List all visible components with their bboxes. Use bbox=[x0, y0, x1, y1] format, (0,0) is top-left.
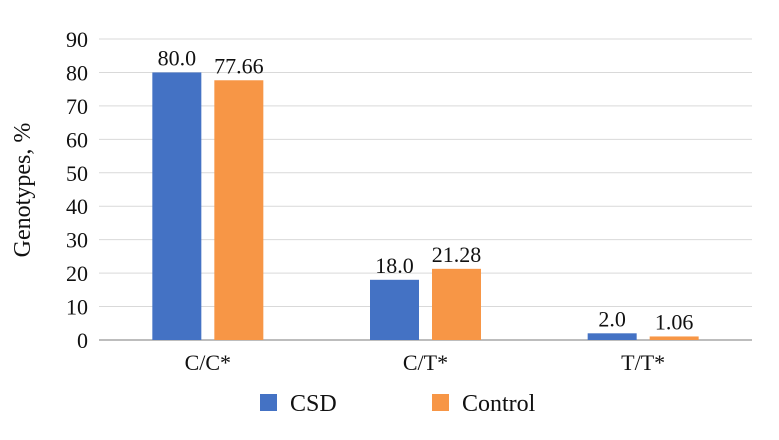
bar-csd bbox=[587, 333, 637, 340]
legend-label: CSD bbox=[290, 391, 337, 417]
y-axis-label: Genotypes, % bbox=[10, 123, 36, 258]
y-tick-label: 30 bbox=[66, 228, 88, 253]
x-tick-label: C/T* bbox=[403, 350, 448, 375]
legend-swatch-csd bbox=[260, 394, 277, 411]
y-tick-label: 10 bbox=[66, 295, 88, 320]
data-label: 80.0 bbox=[158, 45, 197, 70]
y-tick-label: 90 bbox=[66, 27, 88, 52]
y-tick-label: 50 bbox=[66, 161, 88, 186]
y-tick-label: 60 bbox=[66, 127, 88, 152]
bar-csd bbox=[370, 279, 419, 340]
bar-csd bbox=[152, 72, 202, 340]
bar-control bbox=[432, 268, 481, 340]
data-label: 2.0 bbox=[598, 306, 626, 331]
x-tick-label: T/T* bbox=[621, 350, 665, 375]
y-tick-label: 40 bbox=[66, 194, 88, 219]
legend: CSD Control bbox=[260, 391, 536, 417]
y-tick-label: 0 bbox=[77, 328, 88, 353]
y-tick-labels: 0 10 20 30 40 50 60 70 80 90 bbox=[66, 27, 88, 353]
y-tick-label: 70 bbox=[66, 94, 88, 119]
legend-label: Control bbox=[462, 391, 536, 417]
legend-swatch-control bbox=[432, 394, 449, 411]
y-tick-label: 20 bbox=[66, 261, 88, 286]
x-tick-label: C/C* bbox=[185, 350, 231, 375]
data-label: 21.28 bbox=[432, 242, 482, 267]
x-tick-labels: C/C* C/T* T/T* bbox=[185, 350, 666, 375]
y-tick-label: 80 bbox=[66, 60, 88, 85]
data-label: 77.66 bbox=[214, 53, 264, 78]
data-label: 1.06 bbox=[655, 309, 694, 334]
gridlines bbox=[99, 38, 752, 341]
bar-control bbox=[649, 336, 699, 340]
bar-control bbox=[214, 80, 264, 340]
data-label: 18.0 bbox=[375, 253, 414, 278]
bars: 80.0 77.66 18.0 21.28 2.0 1.06 bbox=[152, 45, 699, 340]
